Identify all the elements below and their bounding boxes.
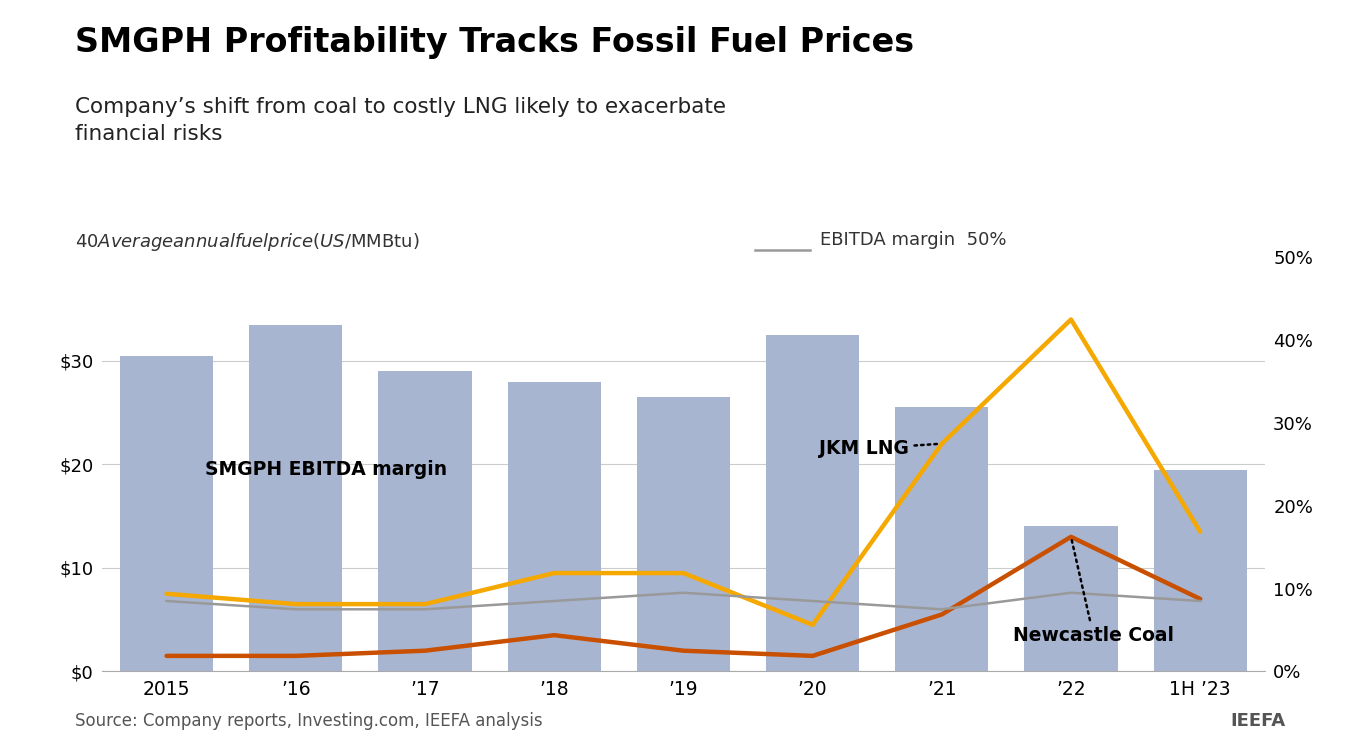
Text: Newcastle Coal: Newcastle Coal bbox=[1013, 539, 1174, 645]
Text: EBITDA margin  50%: EBITDA margin 50% bbox=[820, 231, 1006, 249]
Text: Source: Company reports, Investing.com, IEEFA analysis: Source: Company reports, Investing.com, … bbox=[75, 712, 543, 730]
Bar bbox=[507, 382, 601, 671]
Text: JKM LNG: JKM LNG bbox=[819, 439, 938, 458]
Bar bbox=[895, 407, 989, 671]
Bar bbox=[249, 325, 343, 671]
Bar bbox=[378, 372, 472, 671]
Text: $40  Average annual fuel price (US$/MMBtu): $40 Average annual fuel price (US$/MMBtu… bbox=[75, 231, 420, 253]
Text: SMGPH Profitability Tracks Fossil Fuel Prices: SMGPH Profitability Tracks Fossil Fuel P… bbox=[75, 26, 914, 59]
Bar bbox=[766, 335, 860, 671]
Bar bbox=[120, 356, 214, 671]
Text: SMGPH EBITDA margin: SMGPH EBITDA margin bbox=[205, 460, 447, 479]
Bar bbox=[1024, 527, 1118, 671]
Text: Company’s shift from coal to costly LNG likely to exacerbate
financial risks: Company’s shift from coal to costly LNG … bbox=[75, 97, 726, 144]
Bar bbox=[636, 397, 730, 671]
Text: IEEFA: IEEFA bbox=[1229, 712, 1285, 730]
Bar bbox=[1153, 469, 1247, 671]
